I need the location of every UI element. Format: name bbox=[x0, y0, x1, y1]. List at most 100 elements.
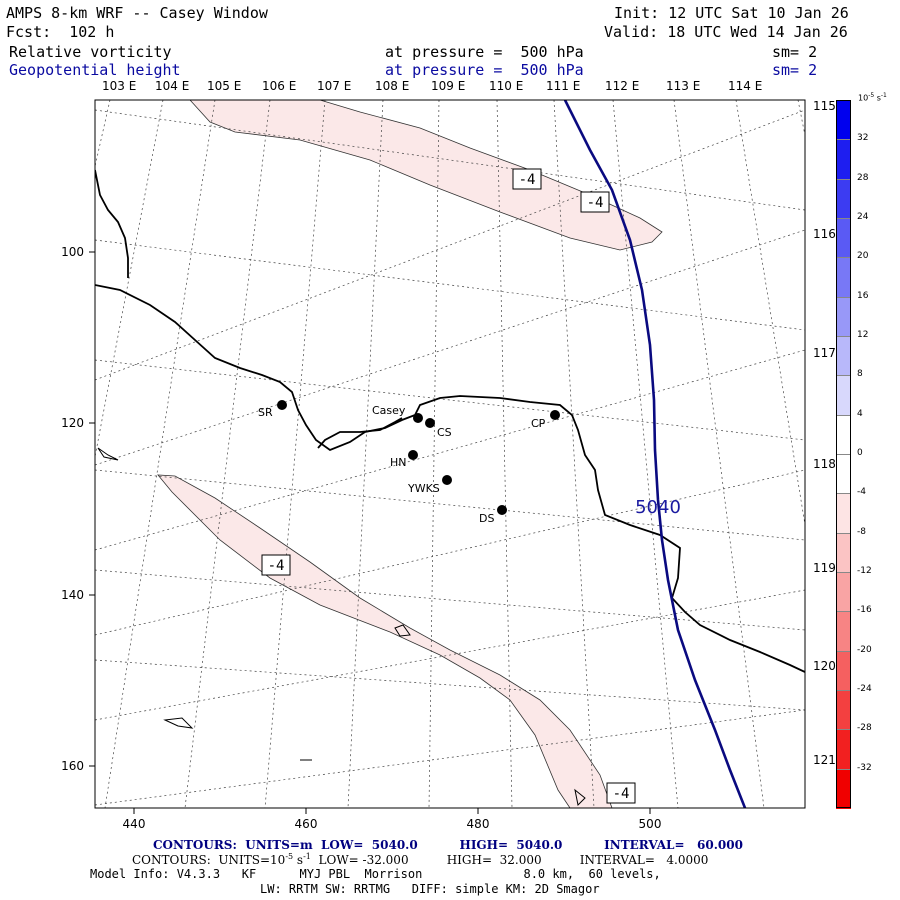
parallel-line bbox=[95, 239, 805, 331]
colorbar-cell bbox=[836, 768, 851, 810]
station-label-ywks: YWKS bbox=[407, 482, 440, 495]
lon-label-top: 106 E bbox=[262, 79, 296, 93]
parallel-line bbox=[95, 589, 805, 721]
colorbar-level-label: 0 bbox=[857, 448, 863, 458]
station-dot-casey bbox=[413, 413, 423, 423]
field1-pressure: at pressure = 500 hPa bbox=[385, 43, 584, 61]
colorbar-cell bbox=[836, 454, 851, 495]
x-tick-label: 460 bbox=[295, 817, 318, 831]
vorticity-contour-info: CONTOURS: UNITS=10-5 s-1 LOW= -32.000 HI… bbox=[132, 852, 709, 867]
meridian-line bbox=[95, 100, 111, 168]
meridian-line bbox=[347, 100, 384, 808]
colorbar-cell bbox=[836, 257, 851, 299]
station-label-casey: Casey bbox=[372, 404, 406, 417]
vorticity-region-north bbox=[189, 100, 663, 251]
colorbar-level-label: 28 bbox=[857, 172, 869, 183]
colorbar-frame bbox=[836, 100, 851, 808]
lon-label-top: 108 E bbox=[375, 79, 409, 93]
meridian-line bbox=[735, 100, 805, 527]
lon-label-top: 112 E bbox=[605, 79, 639, 93]
parallel-line bbox=[95, 349, 805, 551]
map-plot-area bbox=[95, 0, 805, 808]
station-label-sr: SR bbox=[258, 406, 273, 419]
meridian-line bbox=[184, 100, 271, 808]
contour-label-vorticity: -4 bbox=[268, 558, 285, 574]
small-island bbox=[574, 788, 586, 807]
colorbar-cell bbox=[836, 650, 851, 692]
model-info: Model Info: V4.3.3 KF MYJ PBL Morrison 8… bbox=[90, 867, 661, 881]
y-tick-label: 120 bbox=[61, 416, 84, 430]
parallel-line bbox=[95, 469, 805, 636]
height-contour-info: CONTOURS: UNITS=m LOW= 5040.0 HIGH= 5040… bbox=[153, 838, 743, 852]
station-dot-cp bbox=[550, 410, 560, 420]
colorbar-cell bbox=[836, 611, 851, 653]
y-tick-label: 100 bbox=[61, 245, 84, 259]
colorbar-level-label: 12 bbox=[857, 330, 869, 340]
station-dot-cs bbox=[425, 418, 435, 428]
meridian-line bbox=[612, 100, 679, 808]
map-title: AMPS 8-km WRF -- Casey Window bbox=[6, 4, 268, 22]
colorbar-cell bbox=[836, 414, 851, 456]
vorticity-region-south bbox=[157, 474, 613, 808]
colorbar-cell bbox=[836, 139, 851, 181]
coastline bbox=[95, 169, 805, 673]
parallel-line bbox=[95, 0, 805, 80]
colorbar-level-label: -24 bbox=[857, 684, 872, 694]
parallel-line bbox=[95, 569, 805, 631]
y-tick-label: 160 bbox=[61, 759, 84, 773]
colorbar-level-label: -8 bbox=[857, 526, 866, 537]
lon-label-top: 111 E bbox=[546, 79, 580, 93]
lon-label-top: 114 E bbox=[728, 79, 762, 93]
station-label-cs: CS bbox=[437, 426, 452, 439]
lon-label-top: 113 E bbox=[666, 79, 700, 93]
colorbar-cell bbox=[836, 375, 851, 417]
y-tick-label: 140 bbox=[61, 588, 84, 602]
station-label-ds: DS bbox=[479, 512, 494, 525]
small-island bbox=[163, 717, 194, 729]
colorbar-cell bbox=[836, 336, 851, 377]
colorbar-level-label: 32 bbox=[857, 133, 869, 144]
meridian-line bbox=[428, 100, 440, 808]
x-tick-label: 480 bbox=[467, 817, 490, 831]
colorbar-level-label: -20 bbox=[857, 644, 872, 655]
coastline-island bbox=[317, 417, 403, 449]
forecast-hour: Fcst: 102 h bbox=[6, 23, 115, 41]
meridian-line bbox=[673, 100, 765, 808]
lon-label-top: 110 E bbox=[489, 79, 523, 93]
colorbar-level-label: 8 bbox=[857, 369, 863, 380]
height-contour-5040 bbox=[563, 100, 747, 808]
colorbar-unit: 10-5 s-1 bbox=[858, 92, 887, 103]
contour-label-height: 5040 bbox=[635, 497, 681, 518]
colorbar-cell bbox=[836, 296, 851, 338]
colorbar-level-label: -32 bbox=[857, 762, 872, 773]
station-dot-ds bbox=[497, 505, 507, 515]
parallel-line bbox=[95, 709, 805, 806]
field2-name: Geopotential height bbox=[9, 61, 181, 79]
lon-label-top: 104 E bbox=[155, 79, 189, 93]
colorbar-level-label: -16 bbox=[857, 605, 872, 616]
colorbar-level-label: -4 bbox=[857, 487, 866, 498]
station-label-cp: CP bbox=[531, 417, 546, 430]
station-dot-sr bbox=[277, 400, 287, 410]
colorbar-cell bbox=[836, 690, 851, 731]
colorbar-level-label: 24 bbox=[857, 212, 869, 222]
colorbar-cell bbox=[836, 493, 851, 535]
parallel-line bbox=[95, 109, 805, 381]
colorbar-cell bbox=[836, 532, 851, 574]
contour-label-vorticity: -4 bbox=[519, 172, 536, 188]
lon-label-top: 105 E bbox=[207, 79, 241, 93]
field2-smooth: sm= 2 bbox=[772, 61, 818, 79]
station-dot-ywks bbox=[442, 475, 452, 485]
meridian-line bbox=[553, 100, 595, 808]
graticule bbox=[95, 0, 805, 808]
small-island bbox=[394, 624, 411, 637]
parallel-line bbox=[95, 469, 805, 541]
colorbar-cell bbox=[836, 178, 851, 220]
colorbar-level-label: -12 bbox=[857, 566, 872, 576]
colorbar-level-label: 20 bbox=[857, 251, 869, 262]
colorbar-level-label: 4 bbox=[857, 408, 863, 419]
colorbar-level-label: -28 bbox=[857, 723, 872, 734]
x-tick-label: 440 bbox=[123, 817, 146, 831]
field1-name: Relative vorticity bbox=[9, 43, 172, 61]
